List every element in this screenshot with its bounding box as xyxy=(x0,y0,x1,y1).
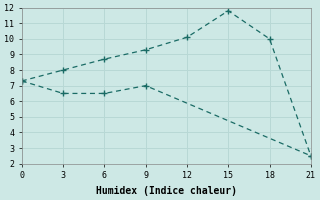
X-axis label: Humidex (Indice chaleur): Humidex (Indice chaleur) xyxy=(96,186,237,196)
